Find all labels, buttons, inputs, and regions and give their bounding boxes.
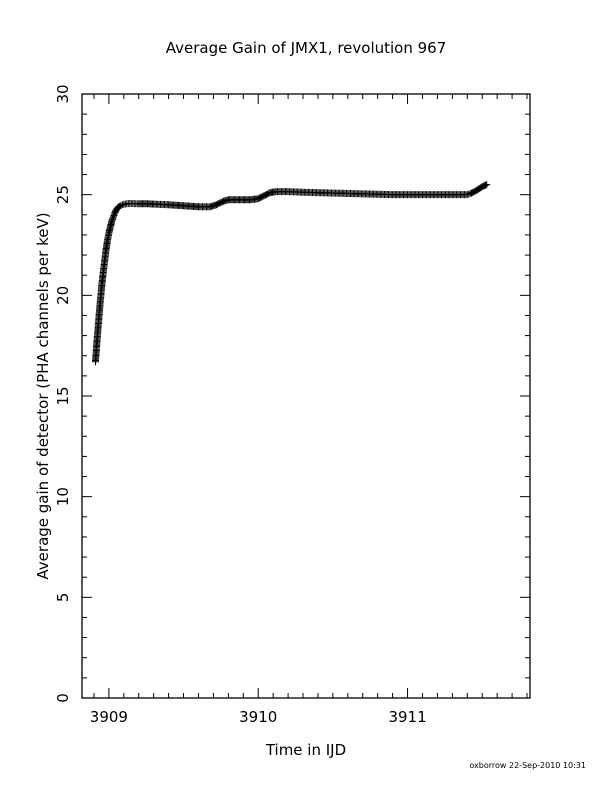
data-point bbox=[463, 191, 471, 199]
y-tick-label: 0 bbox=[54, 693, 72, 703]
footer-credit: oxborrow 22-Sep-2010 10:31 bbox=[469, 761, 586, 770]
axis-tick-labels: 0 5 10 15 20 25 30 3909 3910 3911 bbox=[54, 84, 427, 726]
y-tick-label: 15 bbox=[54, 386, 72, 405]
y-tick-label: 5 bbox=[54, 593, 72, 603]
axis-ticks bbox=[82, 93, 530, 699]
data-points bbox=[91, 181, 491, 366]
data-point bbox=[482, 181, 490, 189]
y-axis-label: Average gain of detector (PHA channels p… bbox=[34, 212, 52, 579]
y-tick-label: 25 bbox=[54, 185, 72, 204]
x-tick-label: 3911 bbox=[388, 708, 426, 726]
data-point bbox=[117, 202, 125, 210]
x-tick-label: 3909 bbox=[90, 708, 128, 726]
x-axis-label: Time in IJD bbox=[265, 741, 346, 759]
chart-title: Average Gain of JMX1, revolution 967 bbox=[166, 39, 447, 57]
y-tick-label: 20 bbox=[54, 286, 72, 305]
data-point bbox=[115, 202, 123, 210]
plot-frame bbox=[81, 93, 531, 699]
data-point bbox=[483, 181, 491, 189]
y-tick-label: 10 bbox=[54, 487, 72, 506]
y-tick-label: 30 bbox=[54, 84, 72, 103]
x-tick-label: 3910 bbox=[239, 708, 277, 726]
